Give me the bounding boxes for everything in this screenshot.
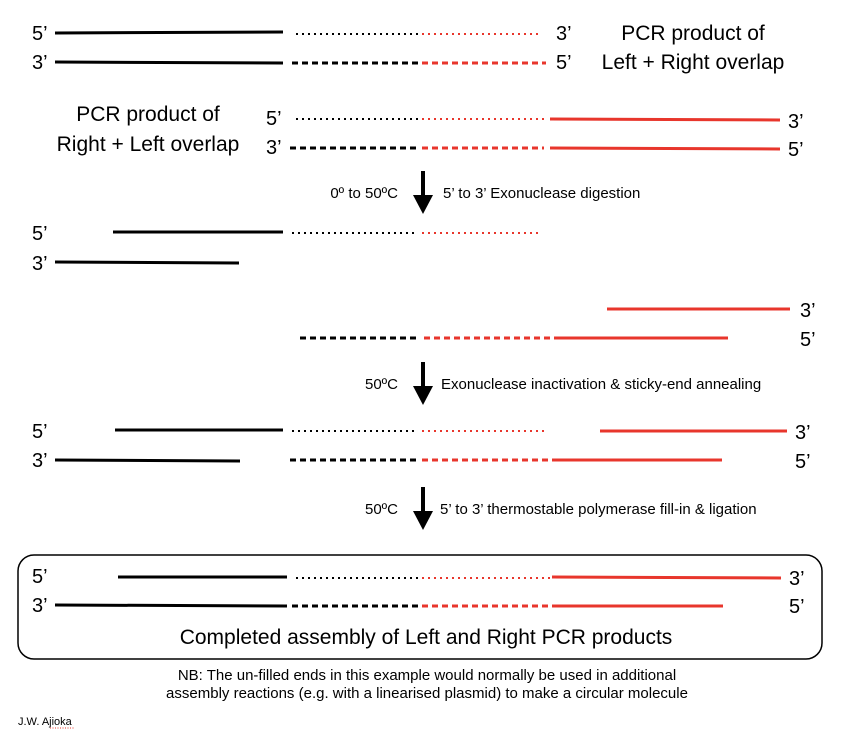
digested-right-top-3-label: 3’ <box>800 300 816 322</box>
step-1-temperature: 0º to 50ºC <box>330 185 398 202</box>
digested-right-bottom-5-label: 5’ <box>800 329 816 351</box>
step-1-description: 5’ to 3’ Exonuclease digestion <box>443 185 640 202</box>
right-product-top-3-label: 3’ <box>788 111 804 133</box>
footnote-line1: NB: The un-filled ends in this example w… <box>178 667 676 684</box>
completed-assembly-frame <box>17 554 823 660</box>
footnote-line2: assembly reactions (e.g. with a linearis… <box>166 685 688 702</box>
left-product-top-3-label: 3’ <box>556 23 572 45</box>
completed-assembly-caption: Completed assembly of Left and Right PCR… <box>180 626 673 649</box>
right-product-bottom-5-label: 5’ <box>788 139 804 161</box>
right-product-title-line2: Right + Left overlap <box>57 133 240 156</box>
completed-bottom-3-label: 3’ <box>32 595 48 617</box>
digested-left-bottom-3-label: 3’ <box>32 253 48 275</box>
right-product-top-solid-red <box>549 117 781 122</box>
left-product-bottom-solid-black <box>54 60 284 65</box>
left-product-bottom-5-label: 5’ <box>556 52 572 74</box>
annealed-top-5-label: 5’ <box>32 421 48 443</box>
annealed-molecule: 5’ 3’ 3’ 5’ <box>32 421 811 473</box>
step-2-arrow-down-icon <box>413 386 433 405</box>
step-1: 0º to 50ºC 5’ to 3’ Exonuclease digestio… <box>330 171 640 214</box>
step-2-temperature: 50ºC <box>365 376 398 393</box>
left-product-top-5-label: 5’ <box>32 23 48 45</box>
digested-right-fragment: 3’ 5’ <box>300 300 816 351</box>
completed-top-3-label: 3’ <box>789 568 805 590</box>
completed-top-solid-red <box>551 575 782 580</box>
completed-bottom-solid-black <box>54 603 288 608</box>
annealed-bottom-5-label: 5’ <box>795 451 811 473</box>
right-product-bottom-3-label: 3’ <box>266 137 282 159</box>
right-product: PCR product of Right + Left overlap 5’ 3… <box>57 103 804 161</box>
step-3-arrow-down-icon <box>413 511 433 530</box>
step-3: 50ºC 5’ to 3’ thermostable polymerase fi… <box>365 487 757 530</box>
digested-left-top-5-label: 5’ <box>32 223 48 245</box>
annealed-bottom-solid-black <box>54 458 241 463</box>
left-product-top-solid-black <box>54 30 284 35</box>
completed-assembly: 5’ 3’ 3’ 5’ Completed assembly of Left a… <box>17 554 823 660</box>
right-product-title-line1: PCR product of <box>76 103 220 126</box>
completed-top-5-label: 5’ <box>32 566 48 588</box>
right-product-bottom-solid-red <box>549 146 781 151</box>
annealed-bottom-3-label: 3’ <box>32 450 48 472</box>
completed-bottom-5-label: 5’ <box>789 596 805 618</box>
step-3-description: 5’ to 3’ thermostable polymerase fill-in… <box>440 501 757 518</box>
step-1-arrow-down-icon <box>413 195 433 214</box>
digested-left-fragment: 5’ 3’ <box>32 223 540 275</box>
left-product-title-line2: Left + Right overlap <box>602 51 785 74</box>
digested-left-bottom-solid-black <box>54 260 240 265</box>
annealed-top-3-label: 3’ <box>795 422 811 444</box>
left-product: 5’ 3’ 3’ 5’ PCR product of Left + Right … <box>32 22 784 74</box>
step-3-temperature: 50ºC <box>365 501 398 518</box>
author-credit: J.W. Ajioka <box>18 716 73 728</box>
step-2-description: Exonuclease inactivation & sticky-end an… <box>441 376 761 393</box>
right-product-top-5-label: 5’ <box>266 108 282 130</box>
left-product-title-line1: PCR product of <box>621 22 765 45</box>
left-product-bottom-3-label: 3’ <box>32 52 48 74</box>
step-2: 50ºC Exonuclease inactivation & sticky-e… <box>365 362 761 405</box>
